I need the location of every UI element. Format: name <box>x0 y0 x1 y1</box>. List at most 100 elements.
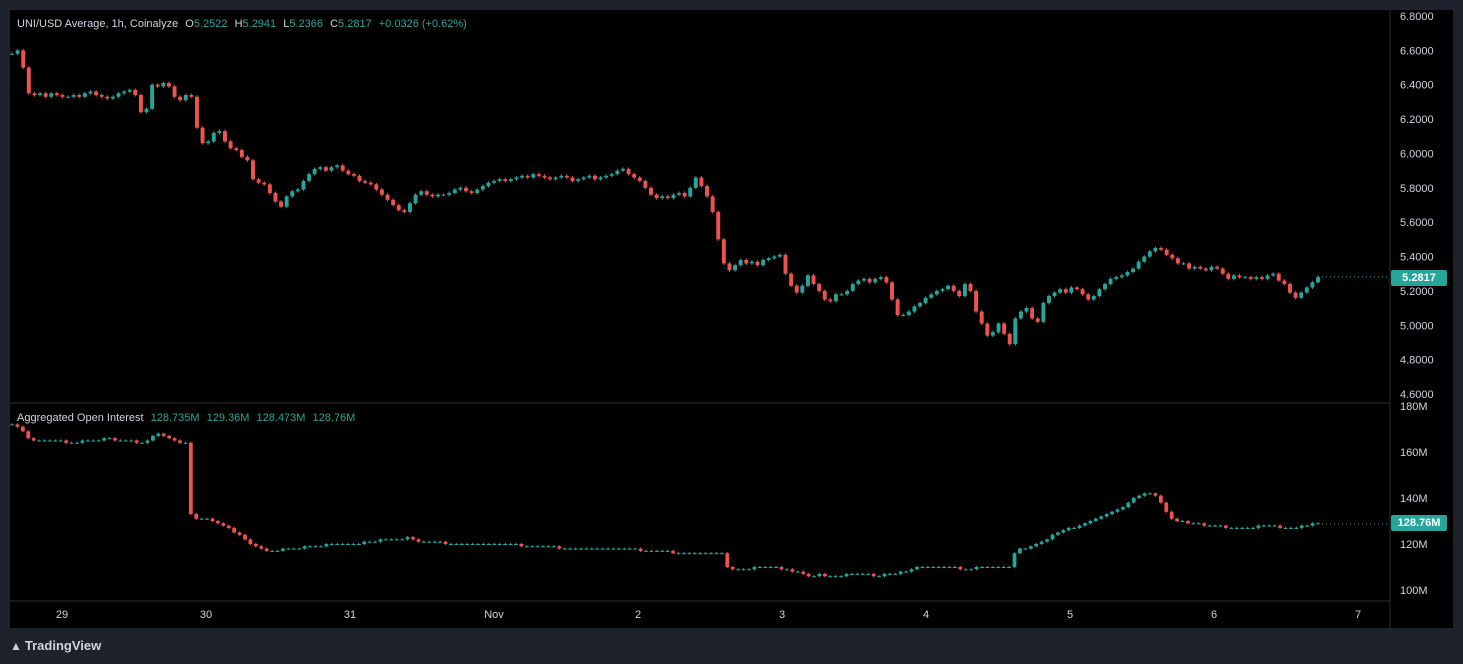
oi-candle <box>1142 493 1147 496</box>
price-candle <box>559 175 564 178</box>
price-candle <box>318 167 323 169</box>
price-candle <box>211 132 216 142</box>
price-candle <box>536 174 541 176</box>
price-candle <box>940 289 945 291</box>
oi-candle <box>134 440 139 443</box>
oi-candle <box>384 539 388 541</box>
price-candle <box>974 290 979 312</box>
price-candle <box>1159 247 1164 250</box>
oi-candle <box>508 544 513 545</box>
oi-candle <box>253 544 258 547</box>
oi-candle <box>194 514 199 519</box>
oi-candle <box>454 544 459 545</box>
price-candle <box>195 96 199 128</box>
price-candle <box>374 184 379 190</box>
price-candle <box>335 165 340 168</box>
oi-candle <box>80 440 85 443</box>
price-candle <box>138 95 143 113</box>
oi-candle <box>698 553 703 555</box>
price-candle <box>307 174 312 181</box>
oi-candle <box>953 567 957 568</box>
price-tick-label: 5.0000 <box>1400 320 1434 332</box>
price-candle <box>379 189 384 195</box>
oi-candle <box>844 573 849 577</box>
oi-low-value: 128.473M <box>256 412 306 424</box>
oi-candle <box>990 567 995 568</box>
oi-candle <box>752 567 757 570</box>
price-candle <box>1203 268 1208 271</box>
price-candle <box>777 254 782 257</box>
oi-candle <box>530 546 535 548</box>
price-candle <box>1108 278 1113 285</box>
oi-candle <box>747 569 751 571</box>
price-candle <box>43 93 48 97</box>
price-candle <box>632 174 637 178</box>
x-tick-label: 5 <box>1067 609 1073 621</box>
oi-candle <box>801 571 806 574</box>
price-candle <box>1276 273 1281 281</box>
oi-candle <box>216 521 220 524</box>
oi-candle <box>113 438 117 441</box>
oi-candle <box>291 548 296 550</box>
price-candle <box>1131 268 1135 273</box>
oi-candle <box>416 539 421 542</box>
oi-candle <box>140 442 144 444</box>
oi-candle <box>654 550 659 552</box>
oi-candle <box>1207 525 1212 527</box>
oi-candle <box>1245 527 1250 529</box>
price-candle <box>60 95 65 97</box>
oi-candle <box>275 550 280 552</box>
price-candle <box>665 196 670 199</box>
price-candle <box>1136 261 1141 269</box>
price-candle <box>217 131 222 133</box>
oi-candle <box>644 550 648 552</box>
oi-candle <box>790 569 795 572</box>
oi-candle <box>1218 525 1223 527</box>
price-legend: UNI/USD Average, 1h, Coinalyze O5.2522 H… <box>17 18 471 30</box>
oi-legend: Aggregated Open Interest 128.735M 129.36… <box>17 412 359 424</box>
oi-candle <box>541 546 545 548</box>
oi-candle <box>573 548 578 550</box>
price-candle <box>1215 266 1220 269</box>
price-candle <box>1209 266 1214 271</box>
price-candle <box>312 168 317 175</box>
price-candle <box>1170 254 1175 259</box>
oi-candle <box>1180 521 1185 522</box>
oi-candle <box>622 548 627 550</box>
price-candle <box>705 186 710 197</box>
tradingview-brand[interactable]: ▲ TradingView <box>10 638 101 653</box>
oi-candle <box>627 548 632 550</box>
oi-candle <box>774 567 778 568</box>
oi-candle <box>1223 525 1228 528</box>
price-candle <box>867 278 872 283</box>
price-candle <box>262 182 267 185</box>
oi-candle <box>1023 548 1028 550</box>
oi-candle <box>741 569 746 571</box>
tradingview-label: TradingView <box>24 638 102 653</box>
price-candle <box>189 95 194 97</box>
oi-candle <box>692 553 697 555</box>
price-candle <box>480 186 485 190</box>
price-candle <box>564 175 569 178</box>
price-candle <box>890 282 894 300</box>
oi-candle <box>1299 525 1304 528</box>
price-candle <box>464 187 468 192</box>
oi-candle <box>1099 516 1104 519</box>
oi-candle <box>600 548 605 550</box>
price-candle <box>234 148 239 151</box>
oi-candle <box>1305 525 1310 527</box>
price-candle <box>166 83 171 87</box>
oi-candle <box>660 550 665 552</box>
oi-candle <box>335 544 340 545</box>
price-candle <box>553 177 558 180</box>
price-candle <box>295 189 300 192</box>
oi-candle <box>1186 521 1190 524</box>
oi-candle <box>795 571 800 573</box>
oi-candle <box>1093 518 1098 521</box>
x-tick-label: 3 <box>779 609 785 621</box>
chart-plot-area <box>10 10 1453 628</box>
oi-candle <box>1158 495 1163 503</box>
price-candle <box>110 96 115 99</box>
price-candle <box>833 294 838 302</box>
